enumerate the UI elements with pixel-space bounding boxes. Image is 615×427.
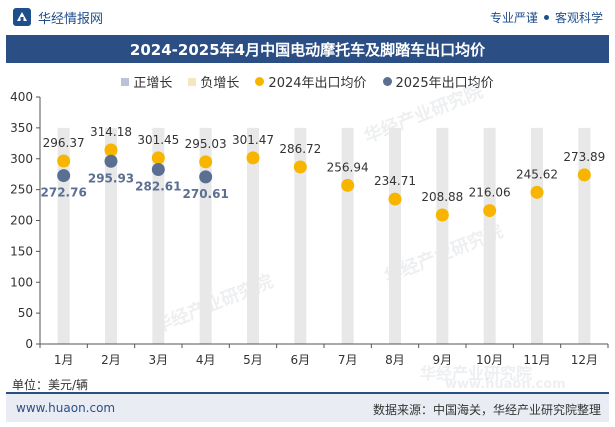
- data-label-2024: 256.94: [327, 160, 369, 174]
- data-label-2024: 295.03: [185, 137, 227, 151]
- x-tick-label: 6月: [291, 353, 311, 367]
- watermark-url: www.huaon.com: [445, 377, 566, 392]
- footer-website[interactable]: www.huaon.com: [16, 401, 116, 415]
- point-2024: [151, 151, 165, 165]
- data-label-2024: 216.06: [469, 186, 511, 200]
- legend-item-2024[interactable]: 2024年出口均价: [255, 72, 367, 91]
- y-tick-label: 300: [10, 152, 33, 166]
- background-column: [105, 127, 117, 344]
- data-label-2025: 295.93: [88, 171, 134, 185]
- chart-legend: 正增长 负增长 2024年出口均价 2025年出口均价: [0, 72, 615, 91]
- x-tick-label: 10月: [476, 353, 503, 367]
- point-2024: [293, 160, 307, 174]
- background-column: [389, 127, 401, 344]
- background-column: [152, 127, 165, 344]
- separator-dot-icon: [543, 15, 549, 20]
- background-column: [483, 127, 496, 344]
- data-label-2024: 296.37: [43, 136, 85, 150]
- legend-square-icon: [188, 77, 197, 86]
- data-label-2024: 245.62: [516, 167, 558, 181]
- x-tick-label: 3月: [149, 353, 169, 367]
- data-label-2024: 314.18: [90, 125, 132, 139]
- point-2024: [577, 168, 591, 182]
- point-2025: [199, 170, 213, 184]
- brand[interactable]: 华经情报网: [12, 7, 103, 27]
- x-tick-label: 8月: [385, 353, 405, 367]
- point-2025: [104, 154, 118, 168]
- y-tick-label: 50: [18, 306, 33, 320]
- point-2025: [57, 169, 71, 183]
- background-column: [436, 127, 449, 344]
- data-label-2024: 286.72: [279, 142, 321, 156]
- x-tick-label: 5月: [243, 353, 263, 367]
- data-label-2024: 234.71: [374, 174, 416, 188]
- tagline: 专业严谨 客观科学: [490, 9, 603, 26]
- footer-divider: [6, 392, 609, 394]
- background-column: [247, 127, 259, 344]
- legend-item-negative[interactable]: 负增长: [188, 72, 239, 91]
- data-label-2024: 273.89: [563, 150, 605, 164]
- header: 华经情报网 专业严谨 客观科学: [0, 0, 615, 34]
- background-column: [578, 127, 591, 344]
- legend-item-2025[interactable]: 2025年出口均价: [382, 72, 494, 91]
- background-column: [531, 127, 543, 344]
- x-tick-label: 4月: [196, 353, 216, 367]
- legend-square-icon: [121, 77, 130, 86]
- brand-name: 华经情报网: [38, 11, 104, 27]
- legend-label: 正增长: [133, 76, 173, 91]
- point-2024: [530, 185, 544, 199]
- x-tick-label: 7月: [338, 353, 358, 367]
- y-tick-label: 150: [10, 244, 33, 258]
- x-tick-label: 11月: [523, 353, 550, 367]
- background-column: [57, 127, 70, 344]
- legend-label: 负增长: [200, 76, 240, 91]
- point-2025: [151, 162, 165, 176]
- data-label-2024: 301.47: [232, 133, 274, 147]
- point-2024: [435, 208, 449, 222]
- legend-circle-icon: [255, 77, 265, 86]
- y-tick-label: 400: [10, 90, 33, 104]
- unit-label: 单位：美元/辆: [12, 378, 89, 392]
- y-tick-label: 0: [25, 337, 33, 351]
- point-2024: [104, 143, 118, 157]
- legend-label: 2025年出口均价: [395, 76, 494, 91]
- data-label-2024: 301.45: [137, 133, 179, 147]
- chart-title: 2024-2025年4月中国电动摩托车及脚踏车出口均价: [129, 40, 486, 59]
- x-tick-label: 1月: [54, 353, 74, 367]
- y-tick-label: 100: [10, 275, 33, 289]
- data-label-2025: 282.61: [135, 179, 181, 193]
- data-label-2025: 272.76: [41, 186, 87, 200]
- x-tick-label: 2月: [101, 353, 121, 367]
- point-2024: [57, 154, 71, 168]
- point-2024: [246, 151, 260, 165]
- point-2024: [341, 178, 355, 192]
- data-label-2025: 270.61: [183, 187, 229, 201]
- background-column: [294, 127, 307, 344]
- legend-label: 2024年出口均价: [268, 76, 367, 91]
- legend-circle-icon: [382, 77, 392, 86]
- chart-title-bar: 2024-2025年4月中国电动摩托车及脚踏车出口均价: [6, 35, 609, 63]
- y-tick-label: 200: [10, 214, 33, 228]
- point-2024: [483, 204, 497, 218]
- watermark: 华经产业研究院: [420, 364, 533, 383]
- huajing-logo-icon: [13, 8, 31, 26]
- point-2024: [388, 192, 402, 206]
- point-2024: [199, 155, 213, 169]
- x-tick-label: 12月: [571, 353, 598, 367]
- footer: www.huaon.com 数据来源：中国海关，华经产业研究院整理: [6, 394, 609, 422]
- data-label-2024: 208.88: [421, 190, 463, 204]
- y-tick-label: 350: [10, 121, 33, 135]
- legend-item-positive[interactable]: 正增长: [121, 72, 172, 91]
- tagline-1: 专业严谨: [489, 11, 538, 25]
- y-tick-label: 250: [10, 183, 33, 197]
- footer-source: 数据来源：中国海关，华经产业研究院整理: [372, 403, 601, 417]
- x-tick-label: 9月: [433, 353, 453, 367]
- tagline-2: 客观科学: [554, 11, 603, 25]
